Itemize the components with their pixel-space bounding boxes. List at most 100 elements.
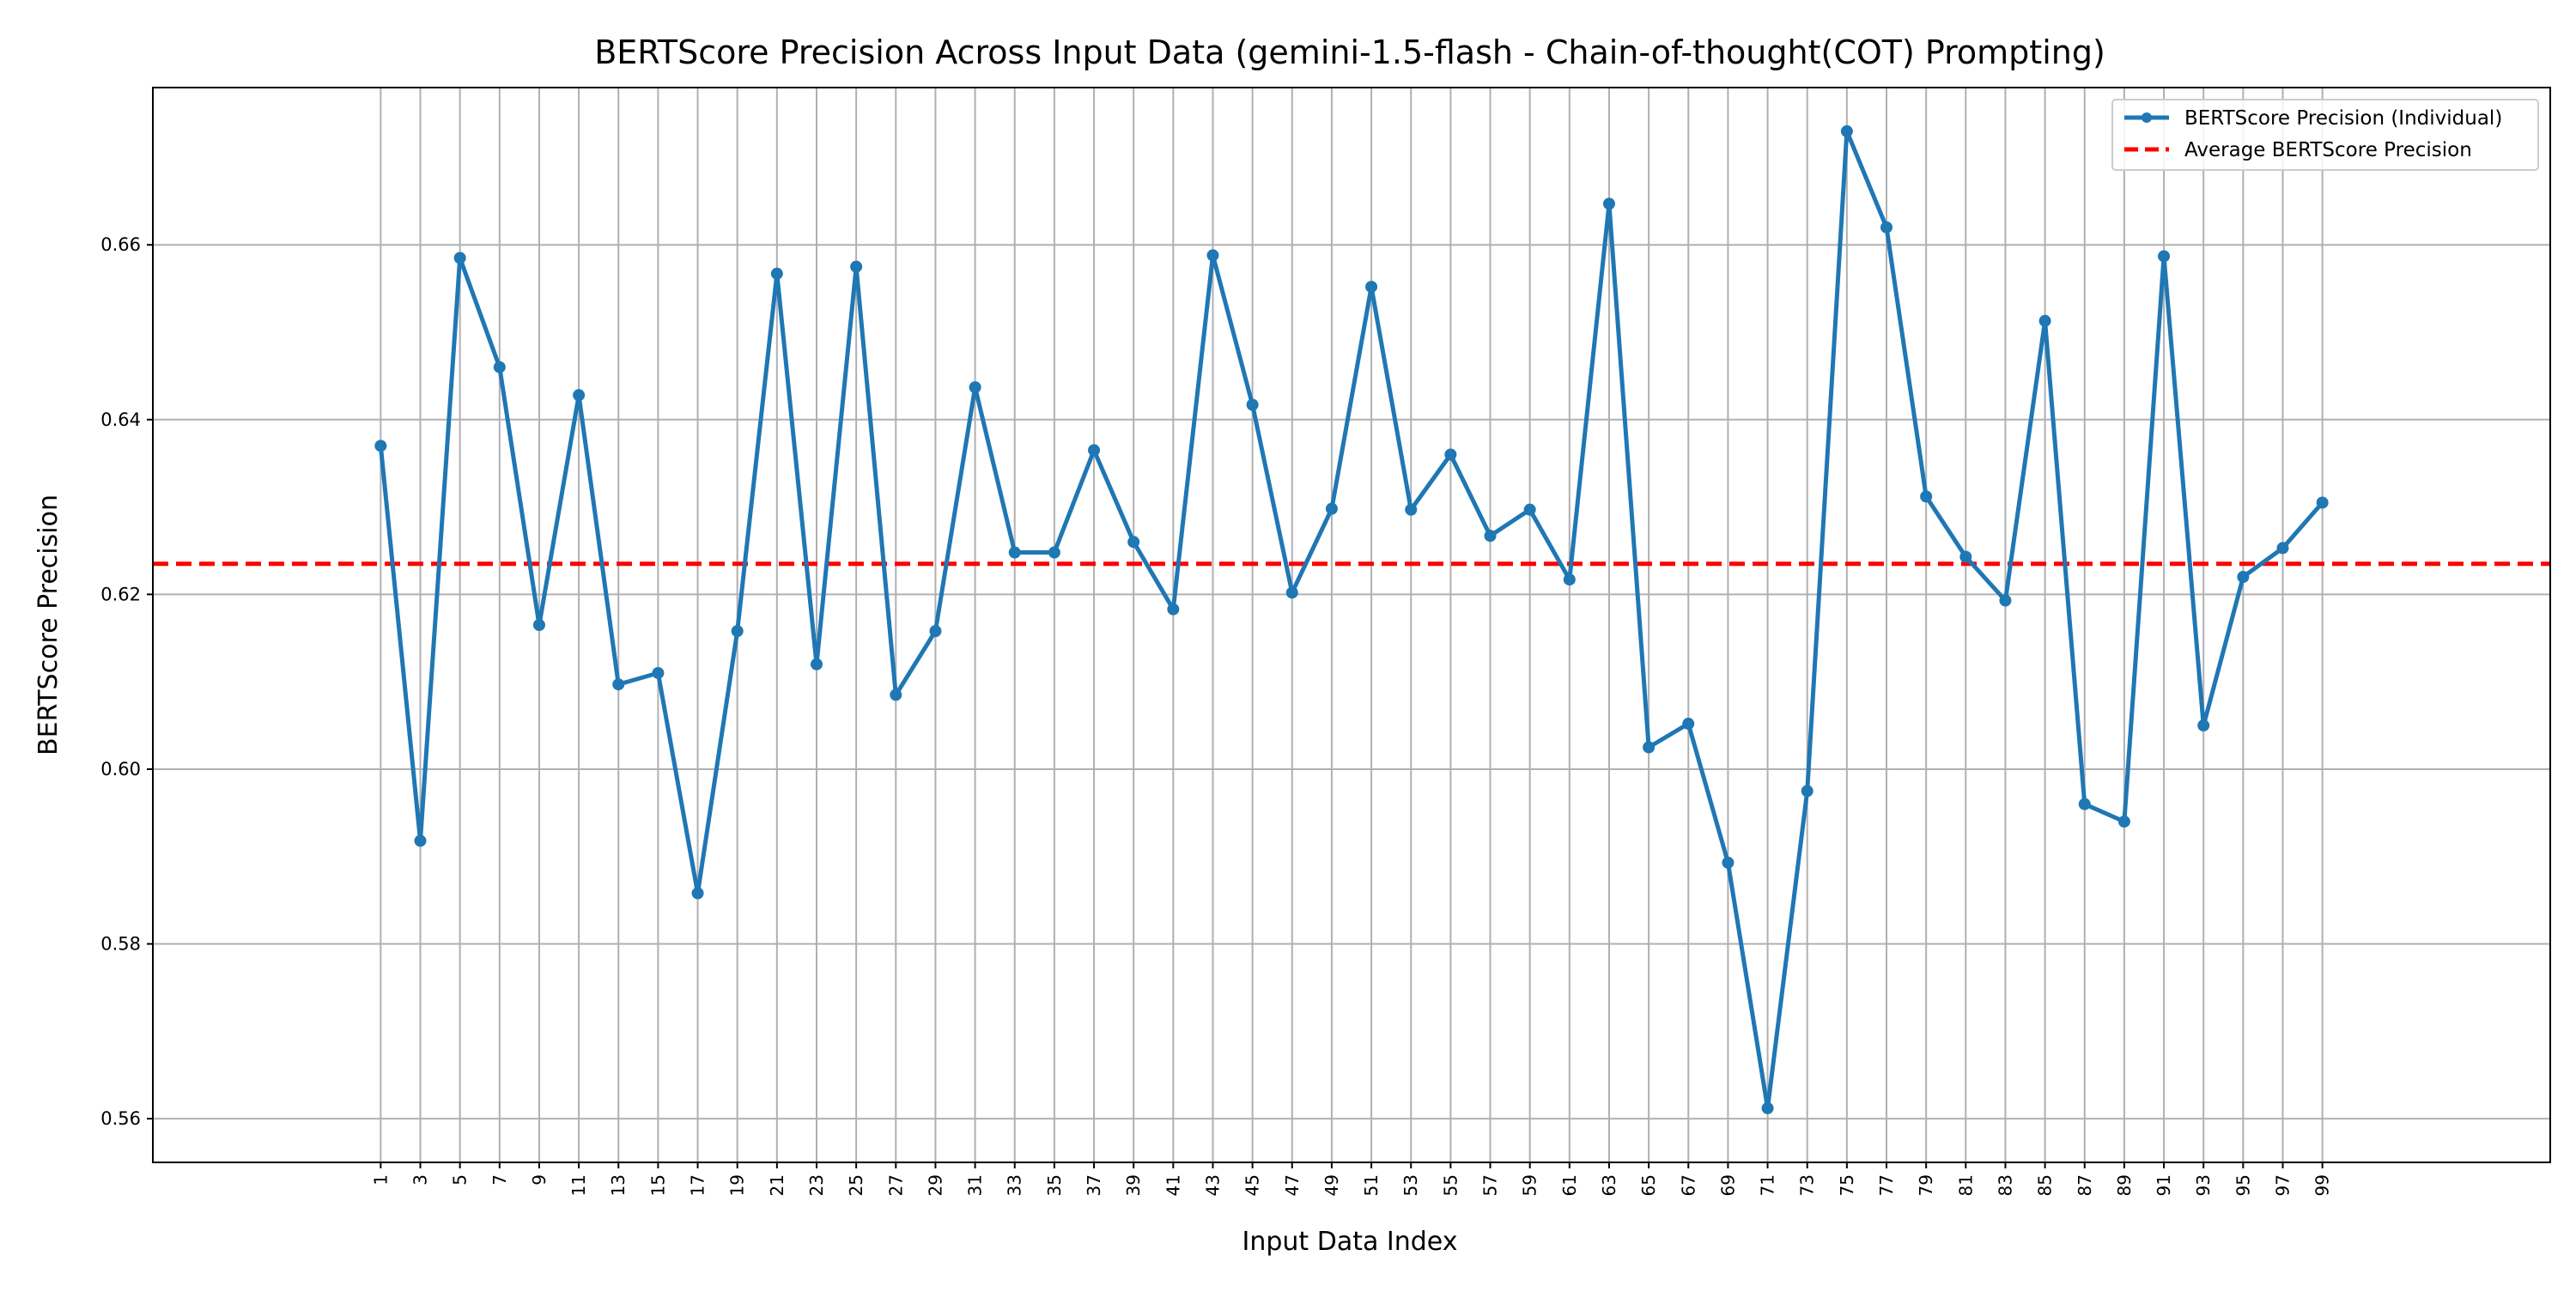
x-tick-label: 63 xyxy=(1599,1174,1619,1196)
x-tick-label: 71 xyxy=(1758,1174,1778,1196)
x-tick-label: 33 xyxy=(1005,1174,1025,1196)
x-tick-label: 89 xyxy=(2114,1174,2135,1196)
x-tick-label: 15 xyxy=(647,1174,668,1196)
x-axis-label: Input Data Index xyxy=(1242,1227,1458,1257)
x-tick-label: 65 xyxy=(1638,1174,1659,1196)
x-tick-label: 85 xyxy=(2035,1174,2056,1196)
data-point xyxy=(1999,594,2012,607)
y-tick-label: 0.66 xyxy=(100,234,141,255)
data-point xyxy=(1285,586,1298,599)
data-point xyxy=(929,625,942,638)
x-tick-label: 67 xyxy=(1678,1174,1698,1196)
x-tick-label: 31 xyxy=(965,1174,986,1196)
data-point xyxy=(414,834,427,847)
x-tick-label: 53 xyxy=(1400,1174,1421,1196)
data-point xyxy=(1523,503,1536,516)
data-point xyxy=(691,887,704,900)
data-point xyxy=(1088,444,1101,457)
data-point xyxy=(532,619,545,631)
x-tick-label: 35 xyxy=(1044,1174,1065,1196)
data-point xyxy=(493,361,506,373)
data-point xyxy=(2038,314,2051,327)
data-point xyxy=(1920,490,1933,503)
data-point xyxy=(612,678,625,691)
data-point xyxy=(2316,496,2329,509)
data-point xyxy=(1484,530,1497,543)
data-point xyxy=(770,267,783,280)
x-axis-ticks: 1 3 5 7 9 11 13 15 17 19 21 23 25 27 29 31 33 35 37 39 41 43 4… xyxy=(370,1162,2333,1196)
data-point xyxy=(969,381,981,394)
x-tick-label: 3 xyxy=(410,1174,431,1186)
data-point xyxy=(1444,448,1457,461)
data-point xyxy=(1325,502,1338,515)
y-tick-label: 0.60 xyxy=(100,759,141,779)
data-point xyxy=(2117,816,2130,828)
data-point xyxy=(1880,221,1893,234)
x-tick-label: 19 xyxy=(727,1174,748,1196)
data-point xyxy=(731,625,744,638)
data-point xyxy=(1167,603,1180,616)
series-layer xyxy=(374,124,2329,1114)
x-tick-label: 25 xyxy=(846,1174,866,1196)
x-tick-label: 93 xyxy=(2193,1174,2214,1196)
x-tick-label: 13 xyxy=(608,1174,629,1196)
data-point xyxy=(1405,503,1418,516)
data-point xyxy=(1840,124,1853,137)
x-tick-label: 51 xyxy=(1361,1174,1382,1196)
data-point xyxy=(1722,856,1735,869)
data-point xyxy=(1246,398,1259,411)
data-point xyxy=(810,658,823,670)
data-point xyxy=(374,440,387,452)
data-point xyxy=(2078,798,2091,810)
legend: BERTScore Precision (Individual) Average… xyxy=(2111,99,2539,171)
data-point xyxy=(1206,249,1219,262)
y-tick-label: 0.64 xyxy=(100,409,141,430)
data-point xyxy=(1959,550,1972,563)
data-point xyxy=(1602,197,1615,210)
x-tick-label: 75 xyxy=(1837,1174,1857,1196)
data-point xyxy=(1008,546,1021,559)
x-tick-label: 21 xyxy=(767,1174,787,1196)
data-point xyxy=(1682,718,1695,731)
x-tick-label: 61 xyxy=(1559,1174,1580,1196)
grid xyxy=(153,88,2550,1162)
x-tick-label: 39 xyxy=(1123,1174,1144,1196)
y-tick-label: 0.62 xyxy=(100,584,141,604)
x-tick-label: 47 xyxy=(1282,1174,1303,1196)
data-point xyxy=(890,688,902,701)
x-tick-label: 57 xyxy=(1480,1174,1501,1196)
y-tick-label: 0.56 xyxy=(100,1108,141,1129)
x-tick-label: 69 xyxy=(1717,1174,1738,1196)
data-point xyxy=(1127,536,1140,549)
data-point xyxy=(2237,571,2250,584)
x-tick-label: 17 xyxy=(688,1174,708,1196)
legend-box xyxy=(2111,99,2539,171)
x-tick-label: 91 xyxy=(2154,1174,2174,1196)
x-tick-label: 23 xyxy=(806,1174,827,1196)
x-tick-label: 87 xyxy=(2075,1174,2095,1196)
data-point xyxy=(1761,1101,1774,1114)
plot-area-frame xyxy=(152,87,2551,1163)
x-tick-label: 99 xyxy=(2312,1174,2333,1196)
x-tick-label: 97 xyxy=(2272,1174,2293,1196)
x-tick-label: 9 xyxy=(529,1174,550,1186)
x-tick-label: 49 xyxy=(1321,1174,1342,1196)
data-point xyxy=(1801,785,1814,798)
x-tick-label: 41 xyxy=(1163,1174,1183,1196)
data-point xyxy=(1365,281,1378,294)
y-axis-label: BERTScore Precision xyxy=(33,494,64,755)
y-axis-ticks: 0.56 0.58 0.60 0.62 0.64 0.66 xyxy=(100,234,153,1129)
data-point xyxy=(1048,546,1060,559)
data-point xyxy=(850,260,863,273)
x-tick-label: 81 xyxy=(1955,1174,1976,1196)
data-point xyxy=(1643,741,1656,754)
x-tick-label: 5 xyxy=(450,1174,471,1186)
x-tick-label: 43 xyxy=(1202,1174,1223,1196)
data-point xyxy=(2197,719,2210,732)
legend-label-average: Average BERTScore Precision xyxy=(2184,139,2472,161)
x-tick-label: 83 xyxy=(1995,1174,2015,1196)
x-tick-label: 11 xyxy=(568,1174,589,1196)
data-point xyxy=(1563,573,1576,586)
